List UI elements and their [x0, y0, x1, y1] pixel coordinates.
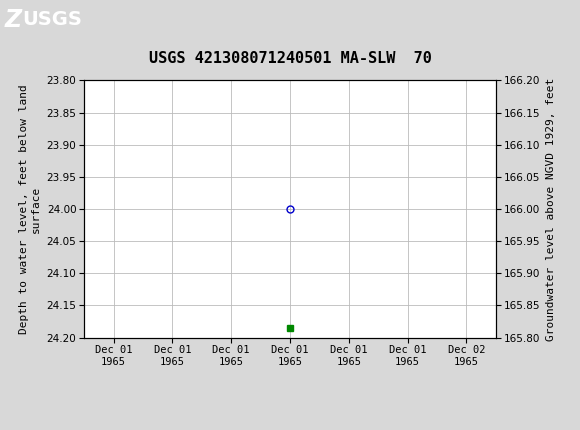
Text: USGS 421308071240501 MA-SLW  70: USGS 421308071240501 MA-SLW 70: [148, 52, 432, 66]
Y-axis label: Groundwater level above NGVD 1929, feet: Groundwater level above NGVD 1929, feet: [546, 77, 556, 341]
Y-axis label: Depth to water level, feet below land
surface: Depth to water level, feet below land su…: [20, 84, 41, 334]
Text: Z: Z: [5, 8, 22, 32]
Text: USGS: USGS: [22, 10, 82, 29]
